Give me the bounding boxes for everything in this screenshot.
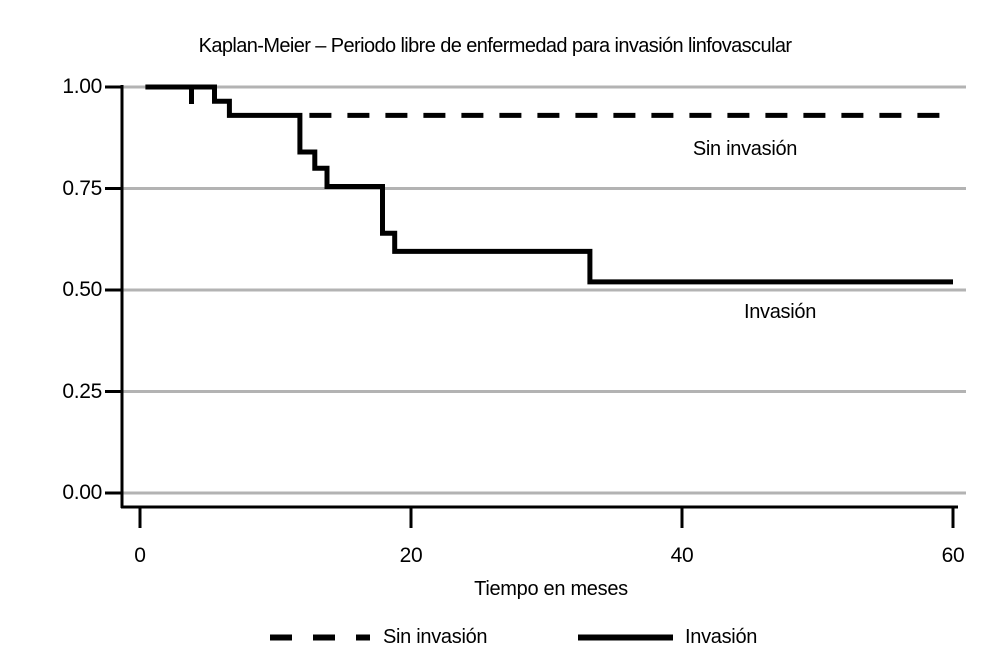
annotation-sin-invasion: Sin invasión bbox=[692, 138, 798, 160]
x-tick-label: 40 bbox=[670, 544, 694, 567]
legend-dashed-line-swatch bbox=[270, 634, 370, 641]
curve-invasion bbox=[145, 84, 953, 285]
x-tick-label: 20 bbox=[399, 544, 423, 567]
legend-label-sin-invasion: Sin invasión bbox=[383, 626, 488, 648]
annotation-invasion: Invasión bbox=[743, 301, 817, 323]
y-tick-label: 0.50 bbox=[62, 278, 102, 301]
y-tick-label: 0.25 bbox=[62, 380, 102, 403]
x-tick-label: 0 bbox=[134, 544, 146, 567]
legend-solid-line-swatch bbox=[578, 634, 673, 641]
legend-label-invasion: Invasión bbox=[685, 626, 758, 648]
x-axis-title: Tiempo en meses bbox=[474, 578, 628, 600]
y-tick-label: 0.00 bbox=[62, 481, 102, 504]
x-tick-label: 60 bbox=[941, 544, 965, 567]
chart-title: Kaplan-Meier – Periodo libre de enfermed… bbox=[198, 35, 792, 57]
y-tick-label: 0.75 bbox=[62, 177, 102, 200]
y-tick-label: 1.00 bbox=[62, 75, 102, 98]
